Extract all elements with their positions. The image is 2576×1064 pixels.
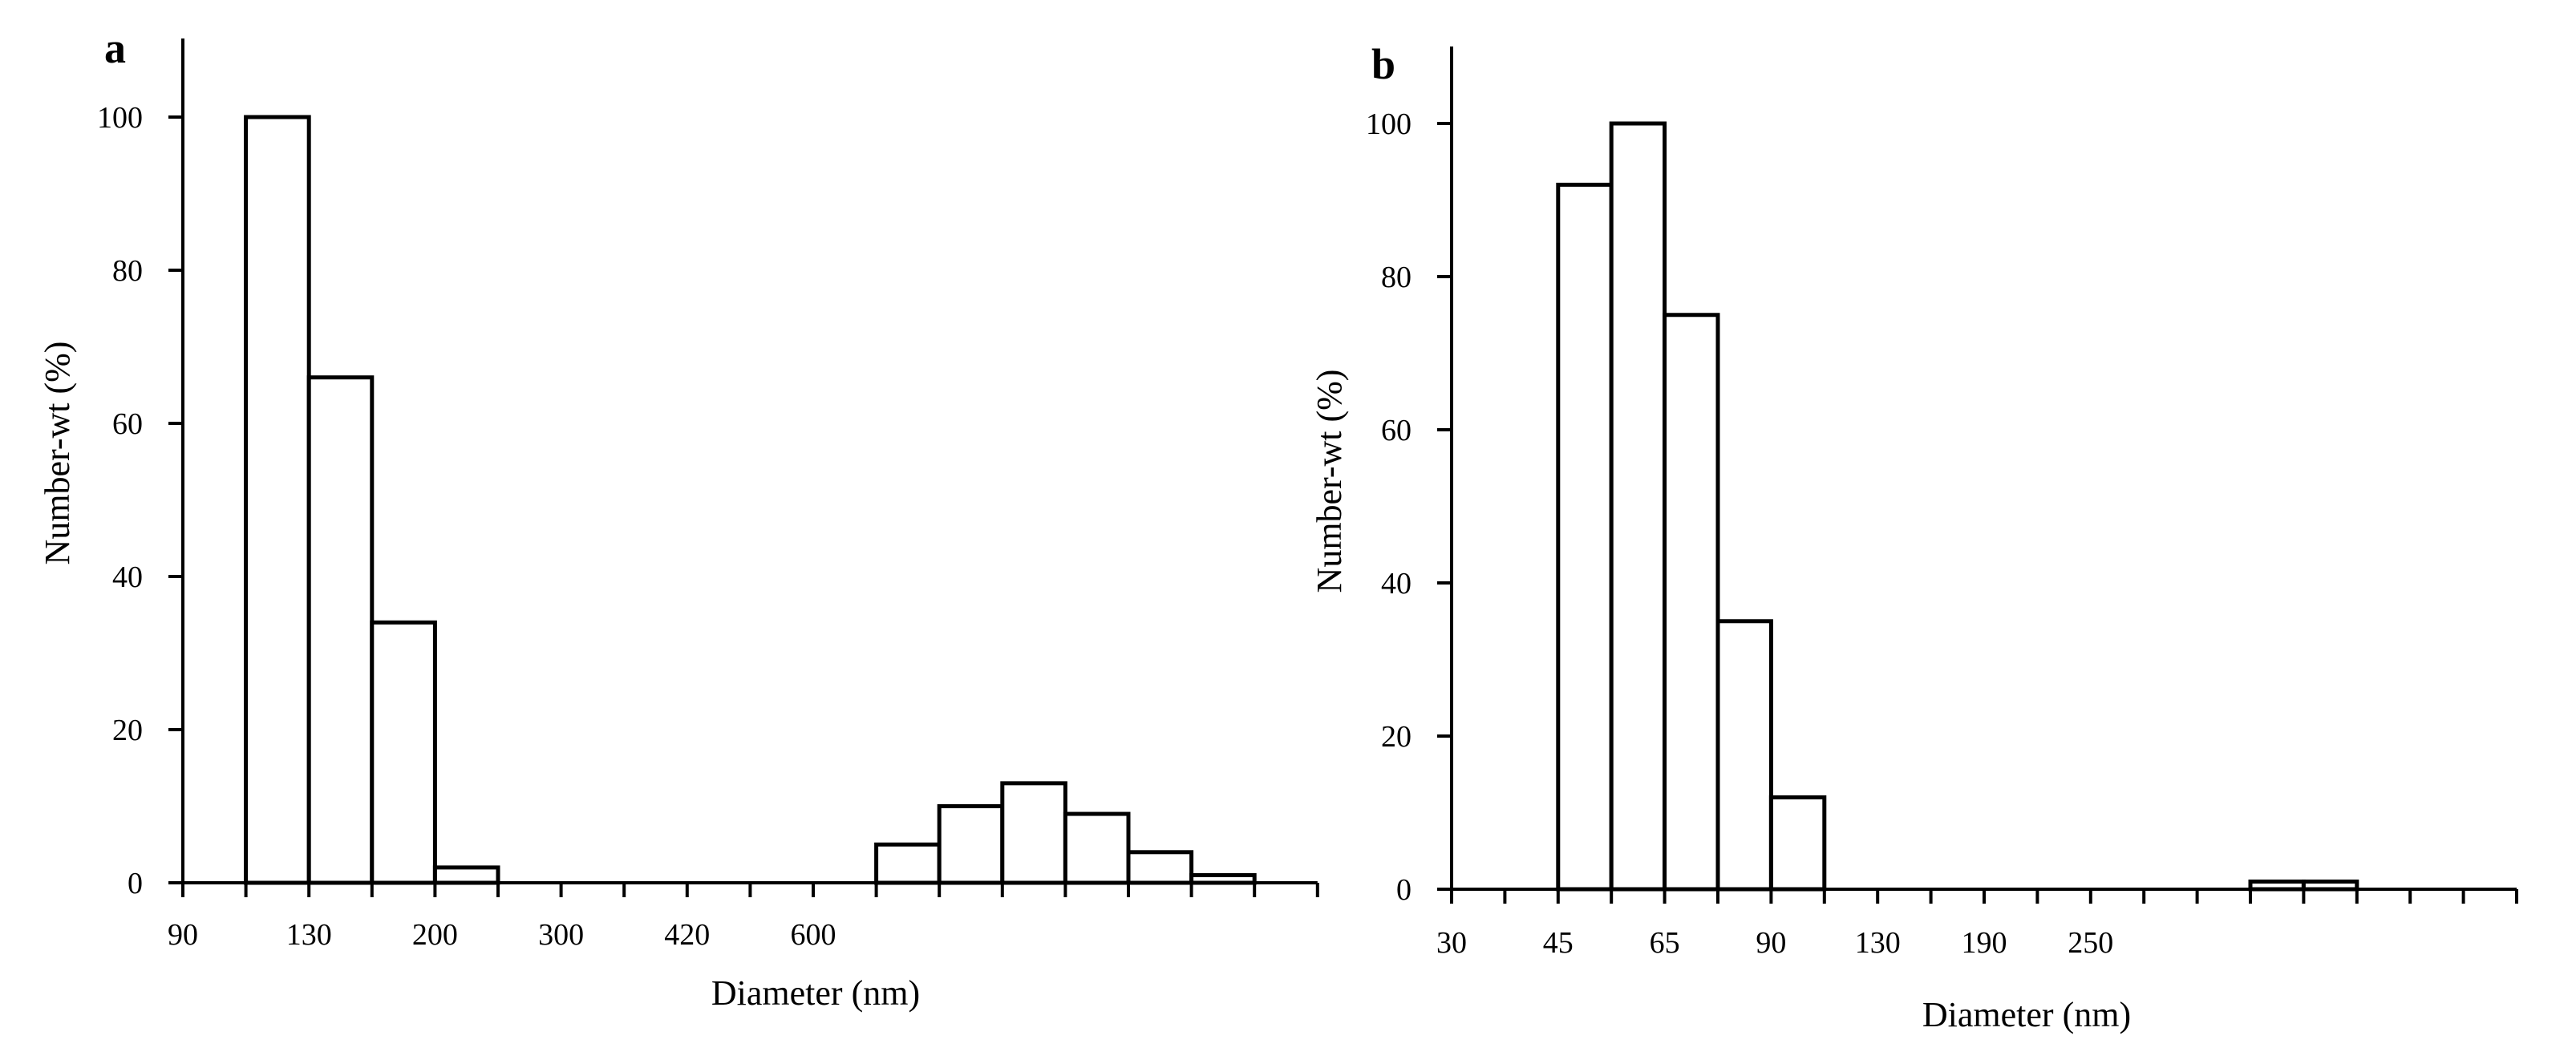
panel-b-x-tick-label: 190 [1962,926,2007,960]
panel-b-x-tick-label: 130 [1855,926,1901,960]
panel-a-y-ticks: 0 20 40 60 80 100 [97,101,183,900]
panel-a-y-axis-title: Number-wt (%) [38,342,77,565]
panel-b-y-tick-label: 0 [1396,873,1412,907]
panel-a-x-ticks: 90 130 200 300 420 600 [168,883,1319,952]
panel-a-y-tick-label: 100 [97,101,143,135]
panel-b: b 0 20 40 60 80 100 30 45 65 90 130 190 250 Diamete… [1310,40,2518,1034]
panel-a-bar [1126,850,1194,885]
panel-b-bar [1715,619,1773,892]
panel-a-x-tick-label: 420 [664,918,710,952]
panel-b-letter: b [1371,40,1395,88]
panel-b-x-tick-label: 65 [1650,926,1680,960]
panel-a-bar [244,115,311,885]
panel-b-y-tick-label: 100 [1366,107,1412,141]
panel-b-x-axis-title: Diameter (nm) [1922,995,2131,1034]
panel-b-y-tick-label: 60 [1381,414,1412,447]
panel-a-x-tick-label: 90 [168,918,198,952]
panel-a: a 0 20 40 60 80 100 90 130 200 300 420 600 Diamete… [38,24,1319,1013]
panel-b-y-tick-label: 20 [1381,720,1412,754]
panel-a-x-tick-label: 130 [286,918,332,952]
panel-a-bar [874,842,942,885]
panel-a-bar [937,804,1005,885]
panel-a-y-tick-label: 20 [112,714,143,747]
panel-b-y-tick-label: 80 [1381,261,1412,294]
panel-b-x-tick-label: 90 [1756,926,1786,960]
panel-b-bar [1663,313,1720,892]
panel-a-x-tick-label: 600 [791,918,836,952]
panel-b-bars [1556,121,2359,892]
panel-a-x-axis-title: Diameter (nm) [711,973,920,1013]
panel-b-x-tick-label: 250 [2068,926,2113,960]
panel-b-y-axis-title: Number-wt (%) [1310,370,1349,593]
panel-a-y-tick-label: 40 [112,560,143,594]
panel-a-bar [306,375,375,885]
panel-a-bar [432,865,500,885]
panel-b-bar [1556,182,1614,892]
panel-a-x-tick-label: 300 [538,918,584,952]
panel-b-y-ticks: 0 20 40 60 80 100 [1366,107,1452,907]
panel-b-y-tick-label: 40 [1381,567,1412,601]
panel-a-bar [1063,811,1131,885]
panel-a-y-tick-label: 0 [128,867,143,900]
panel-b-bar [1768,795,1827,892]
panel-a-bar [1000,781,1067,885]
panel-a-bar [370,620,437,885]
panel-b-bar [1609,121,1667,892]
panel-a-letter: a [104,24,126,72]
panel-a-bars [244,115,1257,885]
panel-a-x-tick-label: 200 [412,918,458,952]
panel-a-y-tick-label: 60 [112,407,143,441]
panel-a-y-tick-label: 80 [112,254,143,288]
panel-b-x-tick-label: 30 [1436,926,1467,960]
panel-b-x-tick-label: 45 [1543,926,1574,960]
panel-b-x-ticks: 30 45 65 90 130 190 250 [1436,889,2518,960]
